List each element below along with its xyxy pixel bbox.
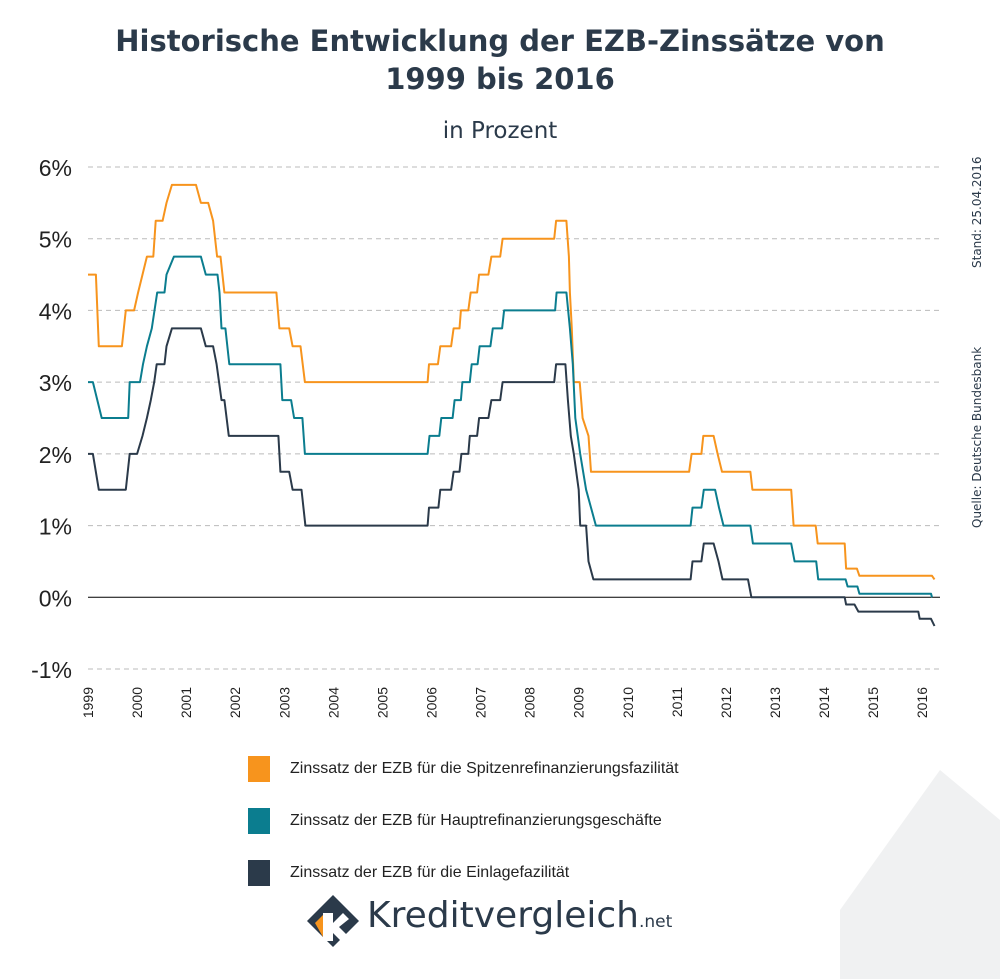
x-tick-label: 2008 xyxy=(522,687,538,718)
chart-subtitle: in Prozent xyxy=(442,118,558,144)
x-tick-label: 2012 xyxy=(718,687,734,718)
legend-item-spitzen: Zinssatz der EZB für die Spitzenrefinanz… xyxy=(248,755,679,783)
y-tick-label: 1% xyxy=(39,514,72,540)
x-tick-label: 2013 xyxy=(767,687,783,718)
x-tick-label: 2006 xyxy=(423,687,439,718)
y-tick-label: 3% xyxy=(39,370,72,396)
y-tick-label: -1% xyxy=(31,657,72,683)
x-tick-label: 2007 xyxy=(473,687,489,718)
x-tick-label: 2015 xyxy=(865,687,881,718)
y-tick-label: 5% xyxy=(39,227,72,253)
x-tick-label: 2004 xyxy=(325,687,341,718)
y-tick-label: 4% xyxy=(39,298,72,324)
legend-label-haupt: Zinssatz der EZB für Hauptrefinanzierung… xyxy=(290,812,662,829)
chart-title: Historische Entwicklung der EZB-Zinssätz… xyxy=(0,22,1000,98)
x-tick-label: 1999 xyxy=(80,687,96,718)
logo-wordmark: Kreditvergleich.net xyxy=(367,895,672,936)
x-tick-label: 2014 xyxy=(816,687,832,718)
x-tick-label: 2003 xyxy=(276,687,292,718)
x-tick-label: 2009 xyxy=(571,687,587,718)
logo-name: Kreditvergleich xyxy=(367,895,639,936)
kreditvergleich-logo: Kreditvergleich.net xyxy=(305,893,705,953)
series-line-einlage xyxy=(88,327,936,627)
chart-title-line-2: 1999 bis 2016 xyxy=(385,62,615,96)
line-chart: -1% 0% 1% 2% 3% 4% 5% 6% 1999 2000 2001 2002 2003 200… xyxy=(31,155,940,718)
series-line-spitzen xyxy=(88,183,936,580)
legend-swatch-haupt xyxy=(248,808,270,834)
legend-item-haupt: Zinssatz der EZB für Hauptrefinanzierung… xyxy=(248,807,679,835)
chart-title-line-1: Historische Entwicklung der EZB-Zinssätz… xyxy=(115,24,885,58)
x-tick-label: 2011 xyxy=(669,687,685,717)
series-line-haupt xyxy=(88,255,933,598)
chart-legend: Zinssatz der EZB für die Spitzenrefinanz… xyxy=(248,755,679,911)
x-tick-label: 2000 xyxy=(129,687,145,718)
legend-item-einlage: Zinssatz der EZB für die Einlagefazilitä… xyxy=(248,859,679,887)
watermark-logo-icon xyxy=(840,770,1000,979)
y-tick-label: 6% xyxy=(39,155,72,181)
x-tick-label: 2002 xyxy=(227,687,243,718)
logo-k-icon xyxy=(307,895,359,947)
legend-swatch-spitzen xyxy=(248,756,270,782)
legend-swatch-einlage xyxy=(248,860,270,886)
x-tick-label: 2005 xyxy=(374,687,390,718)
x-tick-label: 2001 xyxy=(178,687,194,718)
legend-label-einlage: Zinssatz der EZB für die Einlagefazilitä… xyxy=(290,864,570,881)
y-tick-label: 0% xyxy=(39,585,72,611)
logo-suffix: .net xyxy=(638,912,673,932)
y-tick-label: 2% xyxy=(39,442,72,468)
x-tick-label: 2010 xyxy=(620,687,636,718)
legend-label-spitzen: Zinssatz der EZB für die Spitzenrefinanz… xyxy=(290,760,679,777)
x-tick-label: 2016 xyxy=(914,687,930,718)
